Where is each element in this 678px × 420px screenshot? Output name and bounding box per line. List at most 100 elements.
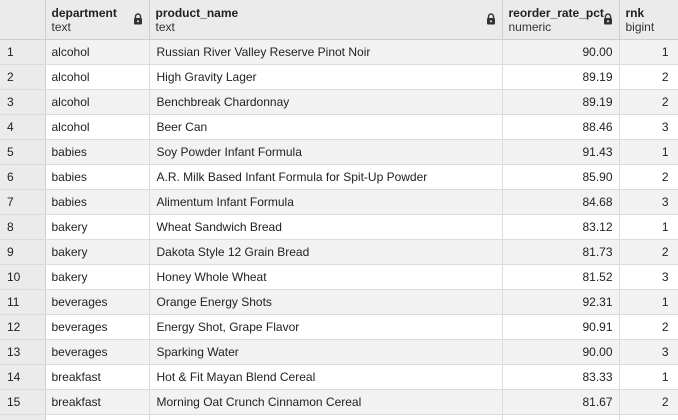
row-index-cell[interactable]: 9 (0, 239, 46, 265)
product-name-cell[interactable]: Energy Shot, Grape Flavor (149, 314, 503, 340)
row-index-cell[interactable] (0, 414, 46, 420)
table-row[interactable]: 7 babies Alimentum Infant Formula 84.68 3 (0, 189, 678, 215)
row-index-cell[interactable]: 14 (0, 364, 46, 390)
reorder-rate-cell[interactable]: 83.33 (502, 364, 620, 390)
table-row[interactable]: 13 beverages Sparking Water 90.00 3 (0, 339, 678, 365)
rnk-cell[interactable]: 2 (619, 164, 678, 190)
department-cell[interactable]: beverages (45, 314, 150, 340)
rnk-cell[interactable]: 3 (619, 114, 678, 140)
reorder-rate-cell[interactable]: 85.90 (502, 164, 620, 190)
table-row[interactable]: 5 babies Soy Powder Infant Formula 91.43 1 (0, 139, 678, 165)
department-cell[interactable]: breakfast (45, 389, 150, 415)
product-name-cell[interactable]: High Gravity Lager (149, 64, 503, 90)
rnk-cell[interactable]: 2 (619, 389, 678, 415)
department-cell[interactable]: bakery (45, 264, 150, 290)
table-row[interactable]: 3 alcohol Benchbreak Chardonnay 89.19 2 (0, 89, 678, 115)
table-row[interactable]: 15 breakfast Morning Oat Crunch Cinnamon C… (0, 389, 678, 415)
table-row[interactable]: 8 bakery Wheat Sandwich Bread 83.12 1 (0, 214, 678, 240)
table-row[interactable]: 12 beverages Energy Shot, Grape Flavor 90.9… (0, 314, 678, 340)
row-index-cell[interactable]: 8 (0, 214, 46, 240)
reorder-rate-cell[interactable]: 89.19 (502, 64, 620, 90)
row-index-cell[interactable]: 3 (0, 89, 46, 115)
rnk-cell[interactable]: 3 (619, 189, 678, 215)
table-row[interactable]: 10 bakery Honey Whole Wheat 81.52 3 (0, 264, 678, 290)
rnk-cell[interactable]: 1 (619, 364, 678, 390)
reorder-rate-cell[interactable]: 91.43 (502, 139, 620, 165)
row-index-cell[interactable]: 15 (0, 389, 46, 415)
rnk-cell[interactable]: 1 (619, 139, 678, 165)
product-name-cell[interactable]: Alimentum Infant Formula (149, 189, 503, 215)
table-row[interactable]: 11 beverages Orange Energy Shots 92.31 1 (0, 289, 678, 315)
product-name-cell[interactable]: Soy Powder Infant Formula (149, 139, 503, 165)
row-index-header[interactable] (0, 0, 46, 40)
department-cell[interactable]: bakery (45, 239, 150, 265)
department-cell[interactable]: alcohol (45, 64, 150, 90)
rnk-cell[interactable]: 1 (619, 39, 678, 65)
table-row[interactable] (0, 414, 678, 420)
product-name-cell[interactable]: Russian River Valley Reserve Pinot Noir (149, 39, 503, 65)
reorder-rate-cell[interactable]: 83.12 (502, 214, 620, 240)
table-row[interactable]: 14 breakfast Hot & Fit Mayan Blend Cereal 8… (0, 364, 678, 390)
department-cell[interactable] (45, 414, 150, 420)
column-header-reorder-rate-pct[interactable]: reorder_rate_pct numeric (502, 0, 620, 40)
product-name-cell[interactable]: Benchbreak Chardonnay (149, 89, 503, 115)
rnk-cell[interactable]: 2 (619, 239, 678, 265)
row-index-cell[interactable]: 6 (0, 164, 46, 190)
rnk-cell[interactable]: 2 (619, 89, 678, 115)
department-cell[interactable]: beverages (45, 289, 150, 315)
row-index-cell[interactable]: 13 (0, 339, 46, 365)
row-index-cell[interactable]: 5 (0, 139, 46, 165)
product-name-cell[interactable]: Beer Can (149, 114, 503, 140)
row-index-cell[interactable]: 2 (0, 64, 46, 90)
department-cell[interactable]: babies (45, 189, 150, 215)
reorder-rate-cell[interactable]: 88.46 (502, 114, 620, 140)
table-row[interactable]: 1 alcohol Russian River Valley Reserve Pin… (0, 39, 678, 65)
reorder-rate-cell[interactable] (502, 414, 620, 420)
department-cell[interactable]: bakery (45, 214, 150, 240)
reorder-rate-cell[interactable]: 84.68 (502, 189, 620, 215)
department-cell[interactable]: breakfast (45, 364, 150, 390)
product-name-cell[interactable]: Dakota Style 12 Grain Bread (149, 239, 503, 265)
table-row[interactable]: 6 babies A.R. Milk Based Infant Formula fo… (0, 164, 678, 190)
column-header-department[interactable]: department text (45, 0, 150, 40)
reorder-rate-cell[interactable]: 81.73 (502, 239, 620, 265)
reorder-rate-cell[interactable]: 90.91 (502, 314, 620, 340)
table-row[interactable]: 9 bakery Dakota Style 12 Grain Bread 81.73 2 (0, 239, 678, 265)
reorder-rate-cell[interactable]: 81.52 (502, 264, 620, 290)
row-index-cell[interactable]: 11 (0, 289, 46, 315)
row-index-cell[interactable]: 10 (0, 264, 46, 290)
rnk-cell[interactable]: 3 (619, 264, 678, 290)
department-cell[interactable]: beverages (45, 339, 150, 365)
rnk-cell[interactable]: 2 (619, 64, 678, 90)
rnk-cell[interactable]: 3 (619, 339, 678, 365)
product-name-cell[interactable]: Honey Whole Wheat (149, 264, 503, 290)
product-name-cell[interactable]: Sparking Water (149, 339, 503, 365)
column-header-rnk[interactable]: rnk bigint (619, 0, 678, 40)
department-cell[interactable]: alcohol (45, 39, 150, 65)
reorder-rate-cell[interactable]: 90.00 (502, 39, 620, 65)
row-index-cell[interactable]: 4 (0, 114, 46, 140)
product-name-cell[interactable]: A.R. Milk Based Infant Formula for Spit-… (149, 164, 503, 190)
department-cell[interactable]: alcohol (45, 89, 150, 115)
row-index-cell[interactable]: 12 (0, 314, 46, 340)
row-index-cell[interactable]: 7 (0, 189, 46, 215)
department-cell[interactable]: alcohol (45, 114, 150, 140)
product-name-cell[interactable]: Morning Oat Crunch Cinnamon Cereal (149, 389, 503, 415)
reorder-rate-cell[interactable]: 90.00 (502, 339, 620, 365)
product-name-cell[interactable]: Hot & Fit Mayan Blend Cereal (149, 364, 503, 390)
department-cell[interactable]: babies (45, 164, 150, 190)
rnk-cell[interactable]: 1 (619, 214, 678, 240)
rnk-cell[interactable]: 2 (619, 314, 678, 340)
row-index-cell[interactable]: 1 (0, 39, 46, 65)
department-cell[interactable]: babies (45, 139, 150, 165)
product-name-cell[interactable]: Wheat Sandwich Bread (149, 214, 503, 240)
product-name-cell[interactable] (149, 414, 503, 420)
table-row[interactable]: 4 alcohol Beer Can 88.46 3 (0, 114, 678, 140)
column-header-product-name[interactable]: product_name text (149, 0, 503, 40)
rnk-cell[interactable] (619, 414, 678, 420)
rnk-cell[interactable]: 1 (619, 289, 678, 315)
reorder-rate-cell[interactable]: 81.67 (502, 389, 620, 415)
reorder-rate-cell[interactable]: 92.31 (502, 289, 620, 315)
table-row[interactable]: 2 alcohol High Gravity Lager 89.19 2 (0, 64, 678, 90)
